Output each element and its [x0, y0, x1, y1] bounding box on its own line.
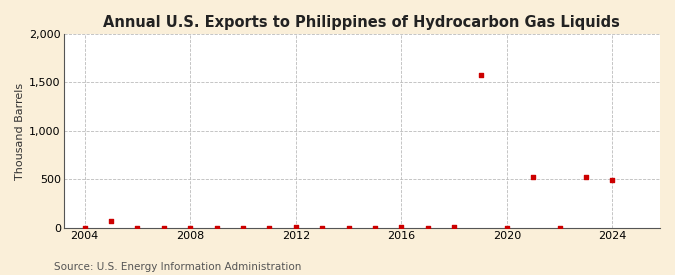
Point	[290, 225, 301, 230]
Point	[132, 226, 143, 230]
Point	[317, 226, 327, 230]
Point	[554, 226, 565, 230]
Title: Annual U.S. Exports to Philippines of Hydrocarbon Gas Liquids: Annual U.S. Exports to Philippines of Hy…	[103, 15, 620, 30]
Point	[423, 226, 433, 230]
Point	[449, 225, 460, 229]
Point	[607, 178, 618, 183]
Point	[264, 226, 275, 230]
Point	[185, 226, 196, 230]
Point	[396, 224, 407, 229]
Point	[528, 174, 539, 179]
Point	[343, 226, 354, 230]
Y-axis label: Thousand Barrels: Thousand Barrels	[15, 82, 25, 180]
Point	[159, 226, 169, 230]
Point	[79, 226, 90, 230]
Point	[370, 226, 381, 230]
Point	[211, 226, 222, 230]
Point	[106, 219, 117, 223]
Point	[580, 174, 591, 179]
Point	[502, 226, 512, 230]
Point	[238, 226, 248, 230]
Point	[475, 73, 486, 77]
Text: Source: U.S. Energy Information Administration: Source: U.S. Energy Information Administ…	[54, 262, 301, 272]
